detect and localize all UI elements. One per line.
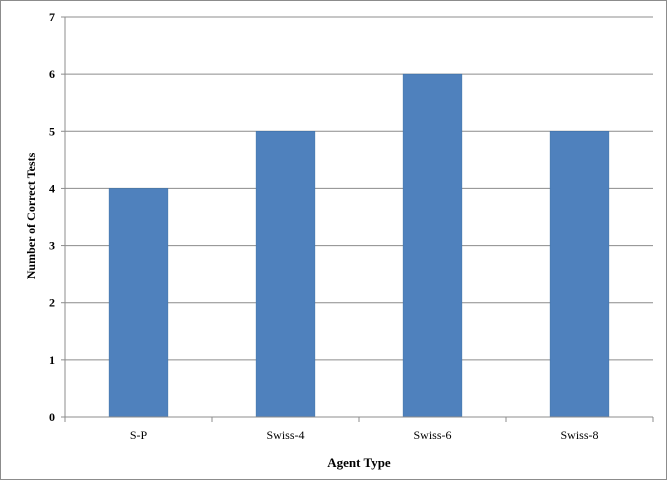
x-tick-labels: S-P Swiss-4 Swiss-6 Swiss-8 bbox=[130, 428, 599, 442]
y-tick-label-5: 5 bbox=[49, 124, 55, 138]
y-tick-label-1: 1 bbox=[49, 353, 55, 367]
y-tick-label-3: 3 bbox=[49, 239, 55, 253]
bar-swiss-8 bbox=[549, 131, 610, 418]
bar-swiss-4 bbox=[255, 131, 316, 418]
y-tick-label-0: 0 bbox=[49, 410, 55, 424]
y-tick-label-4: 4 bbox=[49, 181, 55, 195]
y-tick-label-2: 2 bbox=[49, 296, 55, 310]
bars bbox=[108, 73, 610, 418]
x-tick-label-swiss-6: Swiss-6 bbox=[413, 428, 451, 442]
y-tick-labels: 0 1 2 3 4 5 6 7 bbox=[49, 10, 55, 424]
bar-s-p bbox=[108, 188, 169, 418]
x-tick-label-swiss-4: Swiss-4 bbox=[266, 428, 304, 442]
y-axis-title: Number of Correct Tests bbox=[24, 152, 38, 279]
y-tick-label-6: 6 bbox=[49, 67, 55, 81]
y-tick-label-7: 7 bbox=[49, 10, 55, 24]
x-axis-title: Agent Type bbox=[327, 455, 391, 470]
x-tick-label-s-p: S-P bbox=[130, 428, 148, 442]
x-tick-label-swiss-8: Swiss-8 bbox=[560, 428, 598, 442]
bar-swiss-6 bbox=[402, 73, 463, 418]
axes bbox=[61, 16, 654, 422]
